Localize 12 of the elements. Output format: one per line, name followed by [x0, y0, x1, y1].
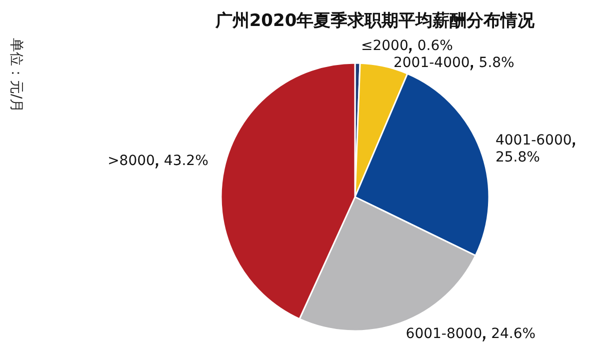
- data-label: 24.6%: [491, 326, 536, 342]
- text: 单位：元/月: [8, 38, 24, 113]
- slice-label: 4001-6000: [495, 132, 572, 148]
- data-label: 25.8%: [495, 149, 540, 166]
- data-label: 43.2%: [164, 153, 208, 170]
- slice-label: 6001-8000: [406, 326, 482, 342]
- data-label: 0.6%: [417, 38, 453, 54]
- chart-title: 广州2020年夏季求职期平均薪酬分布情况: [214, 11, 536, 31]
- slice-label: >8000: [108, 153, 155, 170]
- data-label: 5.8%: [478, 55, 514, 71]
- slice-label: 2001-4000: [393, 55, 470, 71]
- slice-label: ≤2000: [361, 38, 408, 54]
